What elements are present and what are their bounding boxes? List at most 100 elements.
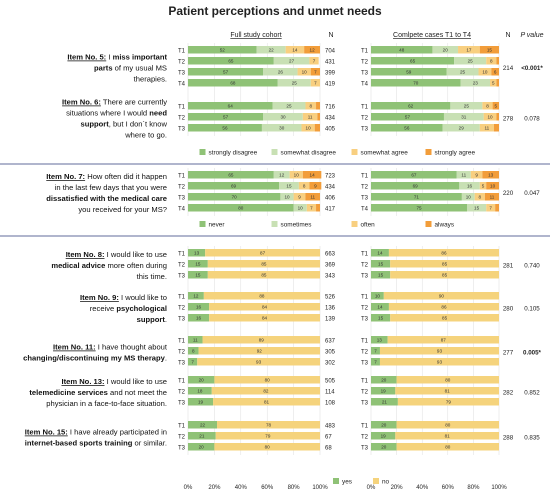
complete-data-label: 86 — [441, 251, 447, 256]
complete-data-label: 93 — [437, 349, 443, 354]
complete-data-label: 10 — [375, 294, 381, 299]
full-time-label: T3 — [178, 195, 186, 201]
full-bar-segment — [263, 68, 298, 76]
item-label-line: therapies. — [134, 75, 167, 84]
item-label-text: Item No. 15: — [25, 428, 68, 437]
full-data-label: 56 — [222, 126, 228, 131]
item-label-line: Item No. 6: There are currently — [62, 98, 167, 107]
item-label-line: Item No. 5: I miss important — [67, 53, 167, 62]
complete-bar-segment — [396, 421, 499, 429]
item-label-text: support — [80, 120, 109, 129]
n-value: 139 — [325, 316, 336, 322]
complete-data-label: 62 — [408, 104, 414, 109]
item-label-line: medical advice more often during — [51, 261, 167, 270]
complete-bar-segment — [460, 79, 491, 87]
p-value: 0.047 — [524, 190, 540, 197]
full-time-label: T3 — [178, 273, 186, 279]
n-value: 526 — [325, 294, 336, 300]
complete-data-label: 59 — [406, 70, 412, 75]
full-data-label: 22 — [200, 423, 206, 428]
full-bar-segment — [285, 46, 305, 54]
complete-data-label: 15 — [487, 48, 493, 53]
item-label-line: Item No. 7: How often did it happen — [46, 172, 167, 181]
full-data-label: 9 — [298, 195, 301, 200]
complete-bar-segment — [371, 46, 433, 54]
complete-x-tick-label: 0% — [367, 485, 376, 491]
header-full-cohort: Full study cohort — [230, 32, 281, 39]
item-label-text: . — [165, 315, 167, 324]
complete-bar-segment — [371, 79, 461, 87]
full-bar-segment — [188, 347, 199, 355]
complete-bar-segment — [371, 432, 396, 440]
n-value: 406 — [325, 195, 336, 201]
complete-data-label: 16 — [467, 184, 473, 189]
full-bar-segment — [188, 113, 264, 121]
complete-time-label: T1 — [361, 338, 369, 344]
complete-bar-segment — [371, 193, 462, 201]
full-bar-segment — [188, 443, 215, 451]
p-value: 0.105 — [524, 306, 540, 313]
item-label-line: Item No. 15: I have already participated… — [25, 428, 167, 437]
full-time-label: T1 — [178, 48, 186, 54]
n-complete-value: 282 — [503, 390, 514, 397]
item-label-line: Item No. 13: I would like to use — [61, 377, 167, 386]
complete-bar-segment — [371, 336, 388, 344]
complete-bar-segment — [371, 271, 391, 279]
n-value: 405 — [325, 126, 336, 132]
complete-time-label: T1 — [361, 251, 369, 257]
full-x-tick-label: 100% — [312, 485, 328, 491]
full-bar-segment — [304, 46, 320, 54]
full-bar-segment — [188, 68, 264, 76]
item-label-text: I have already participated in — [68, 428, 167, 437]
full-time-label: T2 — [178, 184, 186, 190]
complete-data-label: 8 — [486, 104, 489, 109]
full-data-label: 7 — [313, 59, 316, 64]
item-label-text: and not meet the — [108, 388, 167, 397]
n-value: 68 — [325, 445, 332, 451]
full-time-label: T1 — [178, 251, 186, 257]
full-data-label: 64 — [228, 104, 234, 109]
item-label-text: I have thought about — [96, 343, 168, 352]
item-label-text: dissatisfied with the medical care — [46, 194, 167, 203]
full-bar-segment — [188, 193, 281, 201]
full-bar-segment — [256, 46, 286, 54]
full-bar-segment — [207, 260, 320, 268]
complete-data-label: 80 — [445, 378, 451, 383]
n-value: 302 — [325, 360, 336, 366]
complete-bar-segment — [479, 182, 487, 190]
complete-data-label: 21 — [382, 400, 388, 405]
item-label-text: There are currently — [101, 98, 167, 107]
n-value: 419 — [325, 81, 336, 87]
item-label-text: more often during — [105, 261, 167, 270]
complete-bar-segment — [443, 113, 484, 121]
full-bar-segment — [302, 113, 318, 121]
complete-data-label: 13 — [377, 338, 383, 343]
full-data-label: 27 — [289, 59, 295, 64]
full-data-label: 7 — [314, 81, 317, 86]
legend-entry: strongly agree — [435, 150, 476, 157]
full-time-label: T2 — [178, 262, 186, 268]
n-value: 663 — [325, 251, 336, 257]
complete-data-label: 70 — [413, 81, 419, 86]
full-data-label: 19 — [198, 400, 204, 405]
full-bar-segment — [217, 421, 320, 429]
complete-data-label: 93 — [437, 360, 443, 365]
full-bar-segment — [293, 204, 307, 212]
full-time-label: T3 — [178, 316, 186, 322]
complete-time-label: T3 — [361, 360, 369, 366]
full-time-label: T4 — [178, 81, 186, 87]
full-data-label: 84 — [262, 305, 268, 310]
item-label-text: Item No. 5: — [67, 53, 106, 62]
full-bar-segment — [205, 249, 320, 257]
full-data-label: 21 — [199, 434, 205, 439]
complete-data-label: 80 — [445, 445, 451, 450]
item-label-line: Item No. 8: I would like to use — [66, 250, 167, 259]
full-time-label: T1 — [178, 173, 186, 179]
full-bar-segment — [197, 358, 320, 366]
complete-bar-segment — [458, 46, 480, 54]
item-label-line: where to go. — [124, 131, 167, 140]
full-bar-segment — [188, 398, 214, 406]
full-x-tick-label: 40% — [235, 485, 248, 491]
full-data-label: 85 — [261, 273, 267, 278]
full-data-label: 8 — [192, 349, 195, 354]
